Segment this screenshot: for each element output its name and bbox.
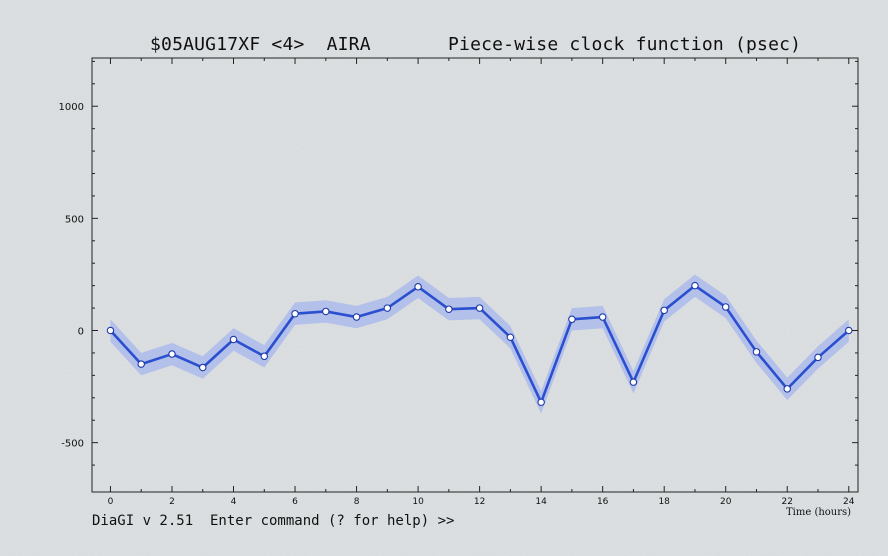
- data-point: [137, 360, 145, 368]
- data-point: [845, 326, 853, 335]
- x-tick-label: 24: [843, 497, 855, 507]
- data-point: [106, 326, 115, 335]
- data-point: [568, 315, 576, 324]
- data-point: [721, 303, 730, 311]
- data-point: [814, 353, 822, 362]
- x-tick-label: 22: [782, 497, 793, 507]
- y-tick-label: 0: [78, 327, 84, 338]
- data-point: [752, 348, 761, 356]
- x-tick-label: 10: [412, 497, 424, 507]
- data-point: [198, 363, 207, 372]
- command-prompt[interactable]: DiaGI v 2.51 Enter command (? for help) …: [92, 513, 455, 529]
- data-point: [414, 283, 422, 291]
- data-point: [691, 281, 699, 290]
- data-point: [506, 333, 515, 341]
- y-tick-label: -500: [61, 439, 84, 450]
- x-tick-label: 18: [658, 497, 670, 507]
- x-tick-label: 2: [169, 497, 175, 507]
- x-tick-label: 6: [292, 497, 298, 507]
- y-tick-label: 1000: [59, 102, 84, 113]
- data-point: [783, 385, 791, 393]
- y-tick-label: 500: [65, 214, 84, 225]
- x-tick-label: 12: [474, 497, 485, 507]
- data-point: [322, 307, 330, 316]
- data-point: [660, 306, 668, 315]
- x-tick-label: 0: [108, 497, 114, 507]
- data-point: [383, 304, 392, 312]
- x-tick-label: 14: [535, 497, 547, 507]
- x-tick-label: 4: [231, 497, 237, 507]
- x-tick-label: 16: [597, 497, 609, 507]
- data-point: [260, 352, 269, 361]
- data-point: [445, 305, 453, 313]
- data-point: [229, 335, 238, 344]
- data-point: [475, 304, 484, 312]
- data-point: [537, 398, 545, 407]
- data-point: [598, 313, 607, 321]
- x-tick-label: 20: [720, 497, 732, 507]
- x-tick-label: 8: [354, 497, 360, 507]
- data-point: [629, 378, 638, 386]
- x-axis-label: Time (hours): [786, 507, 852, 518]
- data-point: [291, 309, 299, 318]
- data-point: [352, 313, 361, 321]
- data-point: [168, 350, 176, 358]
- plot-frame: [91, 57, 859, 493]
- chart-title: $05AUG17XF <4> AIRA Piece-wise clock fun…: [150, 34, 802, 55]
